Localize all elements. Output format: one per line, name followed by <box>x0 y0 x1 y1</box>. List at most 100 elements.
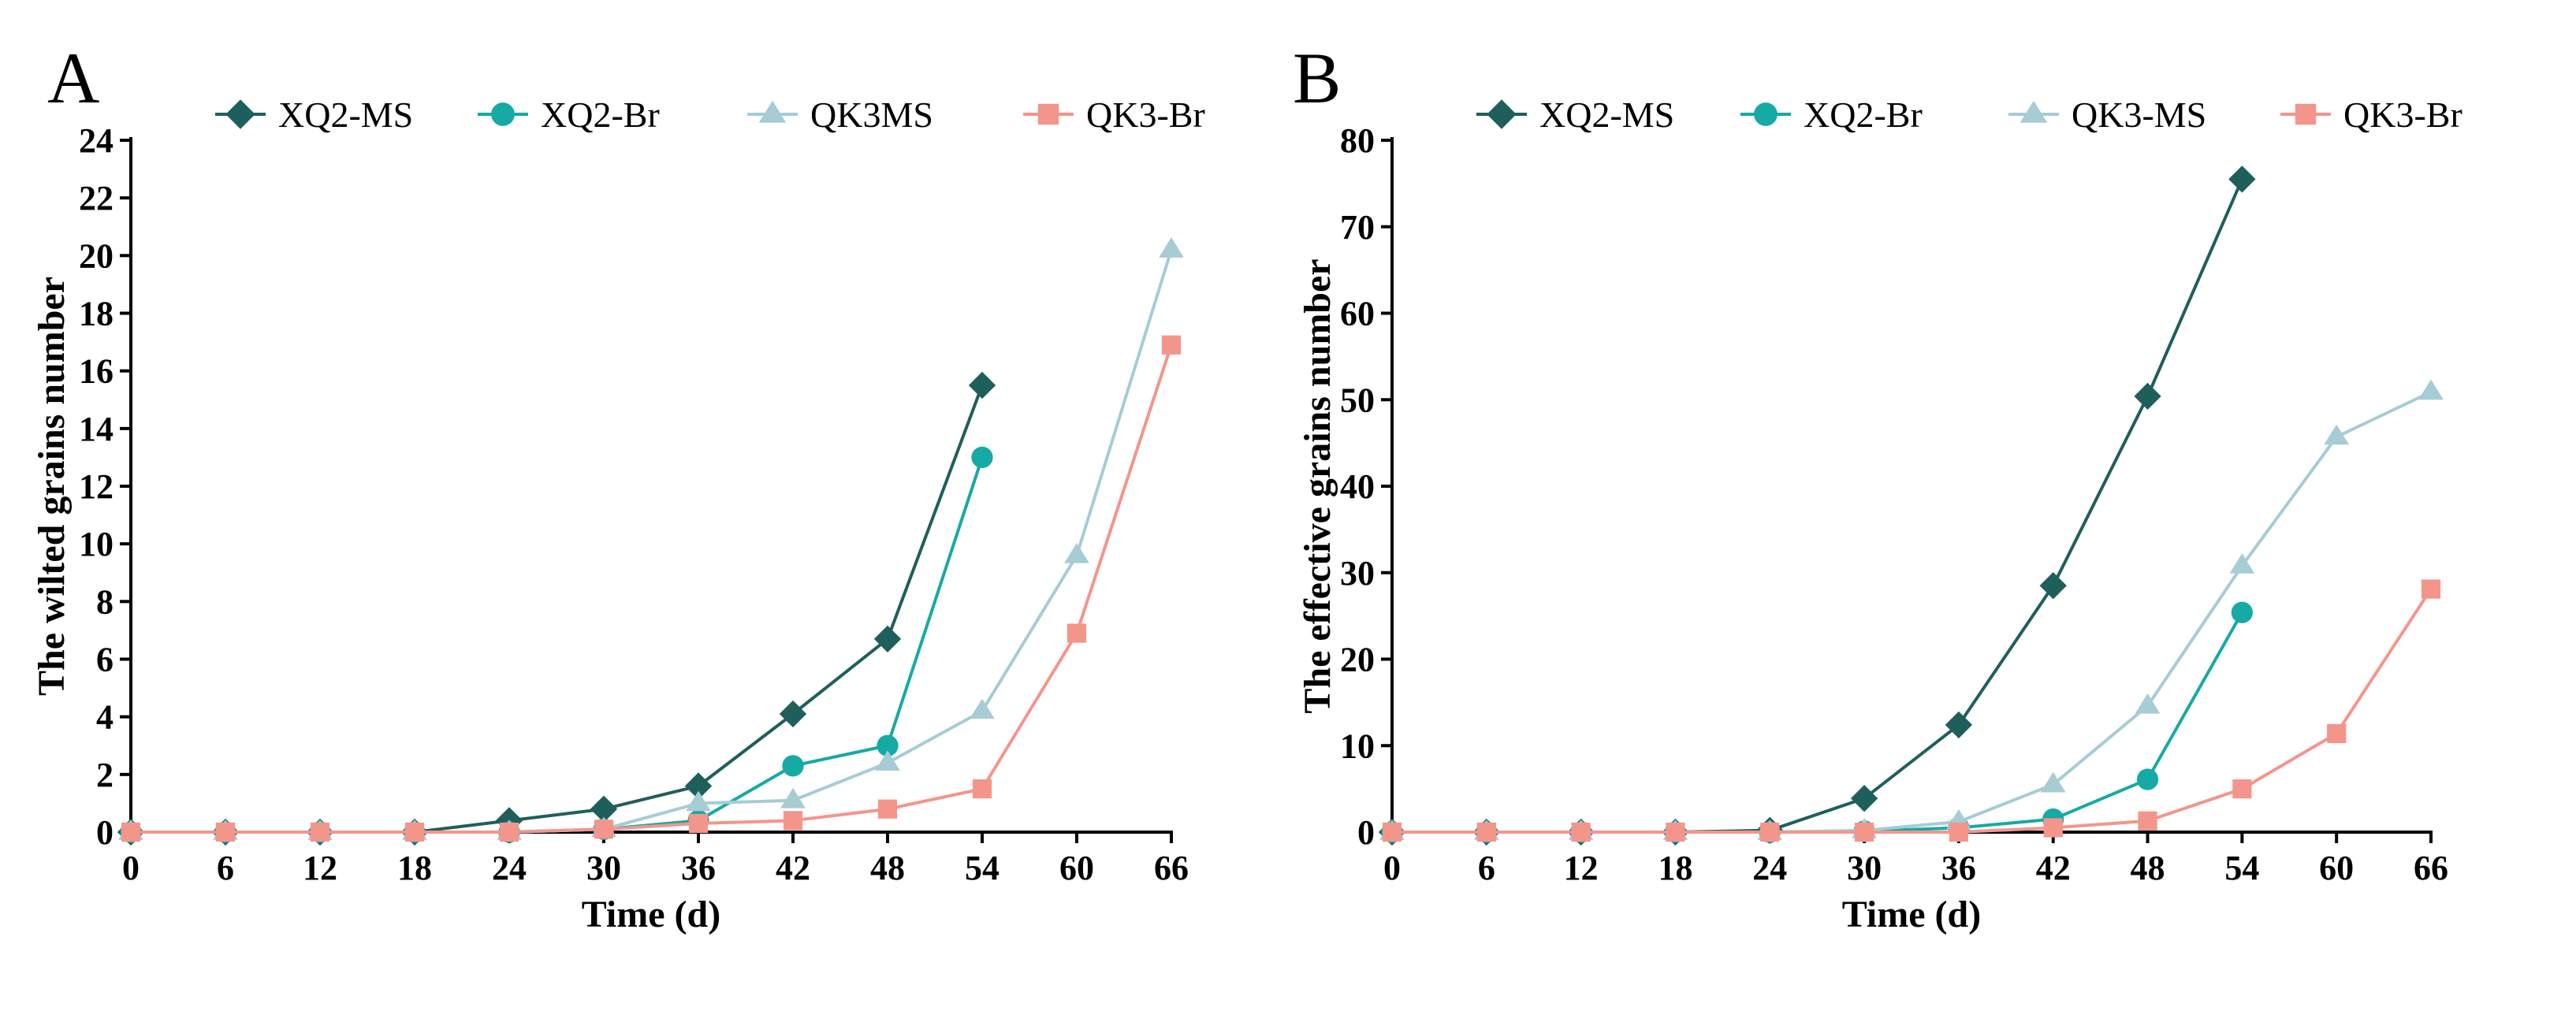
legend-entry: QK3MS <box>747 95 933 135</box>
data-point <box>2043 818 2063 838</box>
series-line <box>131 344 1173 834</box>
y-tick-label: 14 <box>79 410 114 448</box>
legend-label: XQ2-Br <box>541 95 660 135</box>
y-axis-title: The wilted grains number <box>31 277 73 696</box>
data-point <box>310 822 330 842</box>
data-point <box>875 750 900 771</box>
legend-entry: XQ2-MS <box>215 95 413 135</box>
x-tick-label: 0 <box>122 849 140 887</box>
legend-marker <box>491 102 515 126</box>
data-point <box>1161 335 1182 355</box>
series-qk3-br <box>1382 579 2441 842</box>
legend-label: QK3-MS <box>2072 95 2206 135</box>
data-point <box>877 799 898 819</box>
x-tick-label: 66 <box>1154 849 1189 887</box>
data-point <box>1945 711 1973 739</box>
panel-letter: B <box>1293 38 1341 118</box>
y-tick-label: 40 <box>1340 467 1375 506</box>
x-tick-label: 18 <box>397 849 432 887</box>
legend-marker <box>758 100 787 123</box>
y-tick-label: 60 <box>1340 295 1375 333</box>
legend-marker <box>1754 102 1778 126</box>
series-xq2-br <box>120 446 993 843</box>
x-tick-label: 18 <box>1658 849 1692 887</box>
y-tick-label: 30 <box>1340 554 1375 593</box>
legend-entry: XQ2-MS <box>1476 95 1674 135</box>
data-point <box>404 822 425 842</box>
y-tick-label: 8 <box>96 582 114 621</box>
data-point <box>2228 165 2256 193</box>
data-point <box>1476 822 1496 842</box>
legend-entry: QK3-Br <box>2280 95 2462 135</box>
x-tick-label: 42 <box>776 849 810 887</box>
legend-entry: XQ2-Br <box>1740 95 1923 135</box>
legend-marker <box>225 99 255 129</box>
data-point <box>2134 382 2161 411</box>
series-line <box>1392 611 2244 834</box>
y-tick-label: 18 <box>79 295 114 333</box>
y-tick-label: 6 <box>96 641 114 679</box>
data-point <box>215 822 236 842</box>
data-point <box>780 787 806 808</box>
y-tick-label: 70 <box>1340 208 1375 247</box>
legend-entry: QK3-Br <box>1023 95 1205 135</box>
x-tick-label: 48 <box>870 849 905 887</box>
data-point <box>2136 768 2159 790</box>
series-qk3-ms <box>1379 379 2444 840</box>
y-tick-label: 24 <box>79 121 114 160</box>
x-tick-label: 36 <box>1941 849 1976 887</box>
data-point <box>1064 542 1089 563</box>
series-qk3ms <box>118 237 1184 840</box>
data-point <box>2231 601 2254 623</box>
data-point <box>2040 771 2066 793</box>
x-tick-label: 30 <box>586 849 621 887</box>
data-point <box>970 698 995 719</box>
x-tick-label: 42 <box>2036 849 2071 887</box>
legend-marker <box>2019 100 2048 123</box>
y-tick-label: 0 <box>96 813 114 852</box>
data-point <box>783 811 803 831</box>
data-point <box>688 813 709 834</box>
data-point <box>499 822 519 842</box>
x-tick-label: 0 <box>1383 849 1401 887</box>
y-tick-label: 20 <box>79 236 114 275</box>
data-point <box>1666 822 1685 842</box>
y-tick-label: 80 <box>1340 121 1375 160</box>
y-tick-label: 22 <box>79 179 114 217</box>
data-point <box>1949 822 1969 842</box>
y-tick-label: 4 <box>96 698 114 737</box>
data-point <box>684 772 713 800</box>
x-tick-label: 54 <box>965 849 1000 887</box>
x-tick-label: 54 <box>2224 849 2259 887</box>
series-line <box>131 249 1173 834</box>
y-tick-label: 2 <box>96 756 114 794</box>
legend-label: QK3-Br <box>1086 95 1205 135</box>
data-point <box>2229 553 2255 574</box>
data-point <box>590 795 618 823</box>
y-tick-label: 16 <box>79 352 114 391</box>
data-point <box>2232 779 2252 799</box>
y-tick-label: 10 <box>79 525 114 563</box>
data-point <box>877 734 899 756</box>
series-line <box>1392 390 2432 834</box>
x-tick-label: 30 <box>1847 849 1882 887</box>
x-tick-label: 6 <box>217 849 234 887</box>
data-point <box>1067 623 1087 643</box>
panel-letter: A <box>47 38 99 118</box>
data-point <box>594 820 614 839</box>
x-tick-label: 12 <box>303 849 337 887</box>
x-tick-label: 48 <box>2131 849 2165 887</box>
x-tick-label: 36 <box>681 849 716 887</box>
data-point <box>2138 811 2157 831</box>
y-tick-label: 12 <box>79 467 114 506</box>
y-tick-label: 50 <box>1340 381 1375 419</box>
data-point <box>968 371 996 400</box>
data-point <box>2421 579 2441 599</box>
data-point <box>686 790 711 812</box>
y-axis-title: The effective grains number <box>1297 258 1338 713</box>
data-point <box>2039 572 2067 600</box>
x-tick-label: 24 <box>1752 849 1787 887</box>
series-xq2-br <box>1381 601 2254 843</box>
